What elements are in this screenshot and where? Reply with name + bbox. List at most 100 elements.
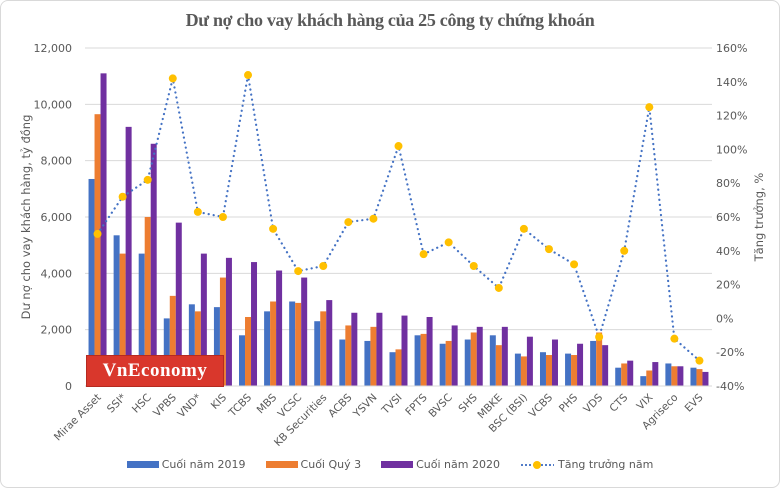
bar[interactable] [169, 295, 176, 386]
bar[interactable] [615, 367, 622, 386]
bar[interactable] [225, 257, 232, 386]
bar[interactable] [451, 325, 458, 386]
bar[interactable] [100, 73, 107, 386]
bar[interactable] [395, 349, 402, 386]
bar[interactable] [646, 370, 653, 386]
bar[interactable] [671, 366, 678, 386]
bar[interactable] [175, 222, 182, 386]
bar[interactable] [345, 325, 352, 386]
growth-marker[interactable] [444, 238, 453, 247]
bar[interactable] [188, 304, 195, 386]
bar[interactable] [270, 301, 277, 387]
legend-item-q3[interactable]: Cuối Quý 3 [265, 458, 361, 471]
bar[interactable] [88, 178, 95, 386]
growth-marker[interactable] [269, 224, 278, 233]
bar[interactable] [426, 316, 433, 386]
bar[interactable] [640, 376, 647, 386]
bar[interactable] [320, 311, 327, 386]
legend-item-2020[interactable]: Cuối năm 2020 [381, 458, 500, 471]
bar[interactable] [370, 326, 377, 386]
bar[interactable] [577, 343, 584, 386]
legend-item-2019[interactable]: Cuối năm 2019 [126, 458, 246, 471]
bar[interactable] [295, 302, 302, 386]
bar[interactable] [200, 253, 207, 386]
bar[interactable] [94, 114, 101, 387]
growth-marker[interactable] [143, 175, 152, 184]
bar[interactable] [702, 371, 709, 386]
growth-marker[interactable] [419, 250, 428, 259]
growth-marker[interactable] [544, 245, 553, 254]
growth-marker[interactable] [344, 218, 353, 227]
bar[interactable] [389, 352, 396, 386]
bar[interactable] [194, 311, 201, 386]
growth-marker[interactable] [595, 332, 604, 341]
bar[interactable] [138, 253, 145, 386]
growth-marker[interactable] [193, 207, 202, 216]
growth-marker[interactable] [244, 71, 253, 80]
bar[interactable] [495, 345, 502, 386]
growth-marker[interactable] [168, 74, 177, 83]
growth-marker[interactable] [519, 224, 528, 233]
growth-marker[interactable] [218, 213, 227, 221]
bar[interactable] [551, 339, 558, 386]
bar[interactable] [470, 332, 477, 386]
growth-marker[interactable] [319, 262, 328, 271]
growth-marker[interactable] [570, 260, 579, 269]
growth-marker[interactable] [469, 262, 478, 271]
bar[interactable] [364, 340, 371, 386]
bar[interactable] [627, 360, 634, 386]
bar[interactable] [489, 335, 496, 386]
bar[interactable] [239, 335, 246, 386]
bar[interactable] [144, 217, 151, 386]
bar[interactable] [539, 352, 546, 386]
bar[interactable] [351, 312, 358, 386]
growth-marker[interactable] [93, 229, 102, 238]
bar[interactable] [376, 312, 383, 386]
bar[interactable] [314, 321, 321, 386]
growth-marker[interactable] [645, 103, 654, 112]
growth-marker[interactable] [369, 214, 378, 223]
bar[interactable] [113, 235, 120, 386]
bar[interactable] [414, 335, 421, 386]
bar[interactable] [125, 126, 132, 386]
bar[interactable] [439, 343, 446, 386]
bar[interactable] [571, 355, 578, 386]
bar[interactable] [163, 318, 170, 386]
bar[interactable] [652, 362, 659, 386]
bar[interactable] [264, 311, 271, 386]
bar[interactable] [464, 339, 471, 386]
bar[interactable] [590, 340, 597, 386]
growth-marker[interactable] [394, 142, 403, 151]
bar[interactable] [219, 277, 226, 386]
growth-marker[interactable] [670, 334, 679, 343]
growth-marker[interactable] [494, 283, 503, 292]
bar[interactable] [545, 355, 552, 386]
bar[interactable] [326, 300, 333, 386]
growth-marker[interactable] [620, 246, 629, 255]
bar[interactable] [690, 367, 697, 386]
bar[interactable] [677, 366, 684, 386]
bar[interactable] [339, 339, 346, 386]
bar[interactable] [476, 326, 483, 386]
bar[interactable] [289, 301, 296, 387]
bar[interactable] [150, 143, 157, 386]
bar[interactable] [276, 270, 283, 386]
bar[interactable] [401, 315, 408, 386]
bar[interactable] [514, 353, 521, 386]
bar[interactable] [526, 336, 533, 386]
bar[interactable] [213, 307, 220, 386]
bar[interactable] [565, 353, 572, 386]
growth-marker[interactable] [695, 356, 704, 365]
bar[interactable] [596, 332, 603, 386]
bar[interactable] [621, 363, 628, 386]
bar[interactable] [696, 369, 703, 386]
bar[interactable] [665, 363, 672, 386]
bar[interactable] [119, 253, 126, 386]
growth-marker[interactable] [118, 192, 127, 201]
bar[interactable] [251, 262, 258, 386]
bar[interactable] [301, 277, 308, 386]
bar[interactable] [420, 333, 427, 386]
legend-item-growth[interactable]: Tăng trưởng năm [519, 458, 653, 471]
bar[interactable] [520, 356, 527, 386]
bar[interactable] [445, 340, 452, 386]
